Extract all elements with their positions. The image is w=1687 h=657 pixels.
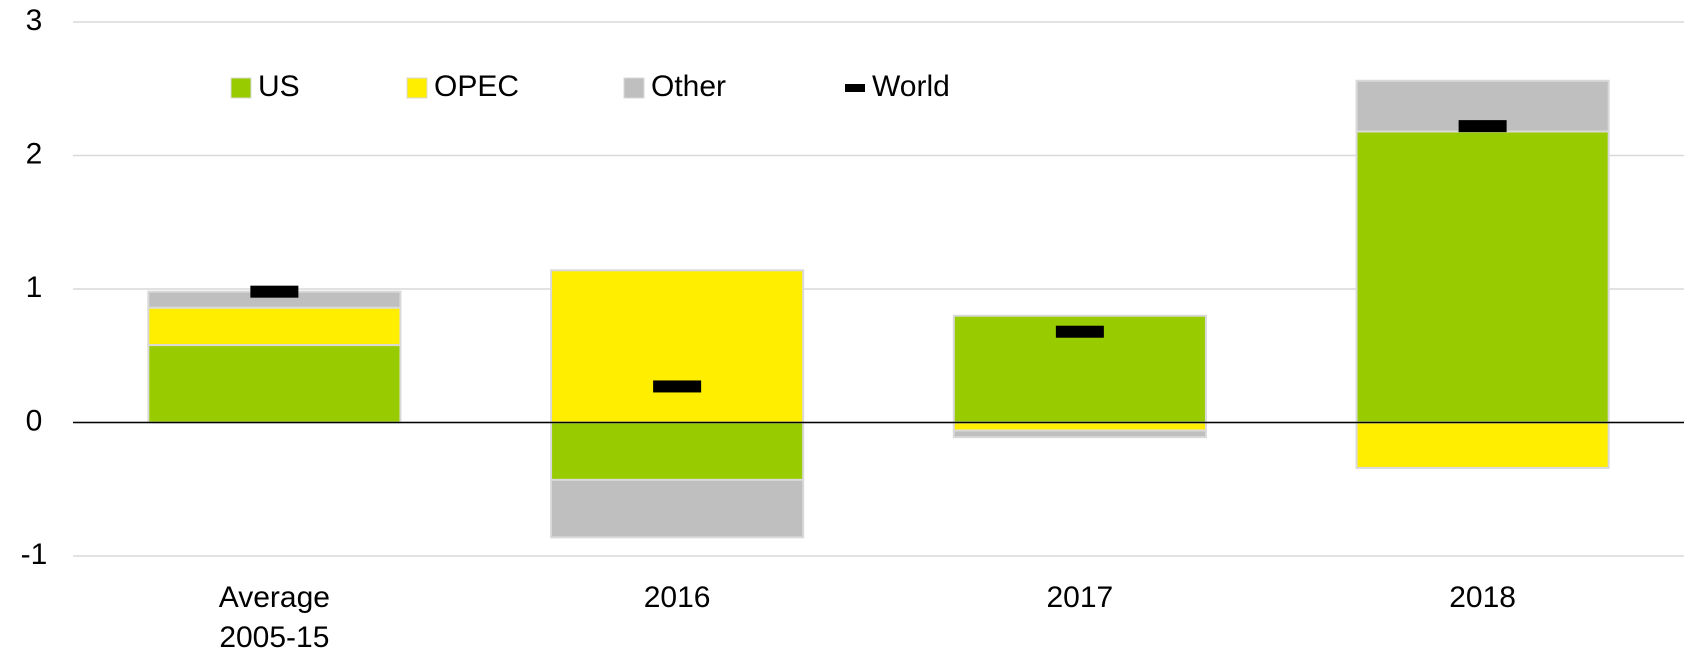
y-tick-label: -1 [21, 538, 48, 571]
y-tick-label: 3 [26, 4, 43, 37]
legend-swatch [406, 77, 428, 99]
bar-segment [550, 269, 805, 424]
y-tick-label: 2 [26, 137, 43, 170]
legend-label: US [258, 70, 300, 103]
bar-segment [147, 344, 402, 424]
bar-segment [147, 306, 402, 347]
legend-swatch [623, 77, 645, 99]
bar-segment [550, 478, 805, 539]
world-marker [1458, 120, 1507, 133]
x-tick-label: 2017 [1046, 581, 1114, 614]
y-tick-label: 0 [26, 404, 43, 437]
bar-segment [1355, 130, 1610, 424]
bar-segment [1355, 421, 1610, 469]
x-tick-label: 2018 [1449, 581, 1516, 614]
bar-segment [952, 429, 1207, 439]
world-marker [653, 380, 702, 393]
y-tick-label: 1 [26, 271, 43, 304]
legend-swatch [230, 77, 252, 99]
legend-swatch [845, 84, 865, 92]
world-marker [1055, 325, 1104, 338]
legend-label: Other [651, 70, 726, 103]
legend-label: World [872, 70, 950, 103]
world-marker [250, 285, 299, 298]
legend-label: OPEC [434, 70, 519, 103]
x-tick-label: 2016 [643, 581, 711, 614]
x-tick-label: Average 2005-15 [218, 581, 330, 654]
bar-segment [550, 421, 805, 481]
bar-segment [952, 421, 1207, 432]
